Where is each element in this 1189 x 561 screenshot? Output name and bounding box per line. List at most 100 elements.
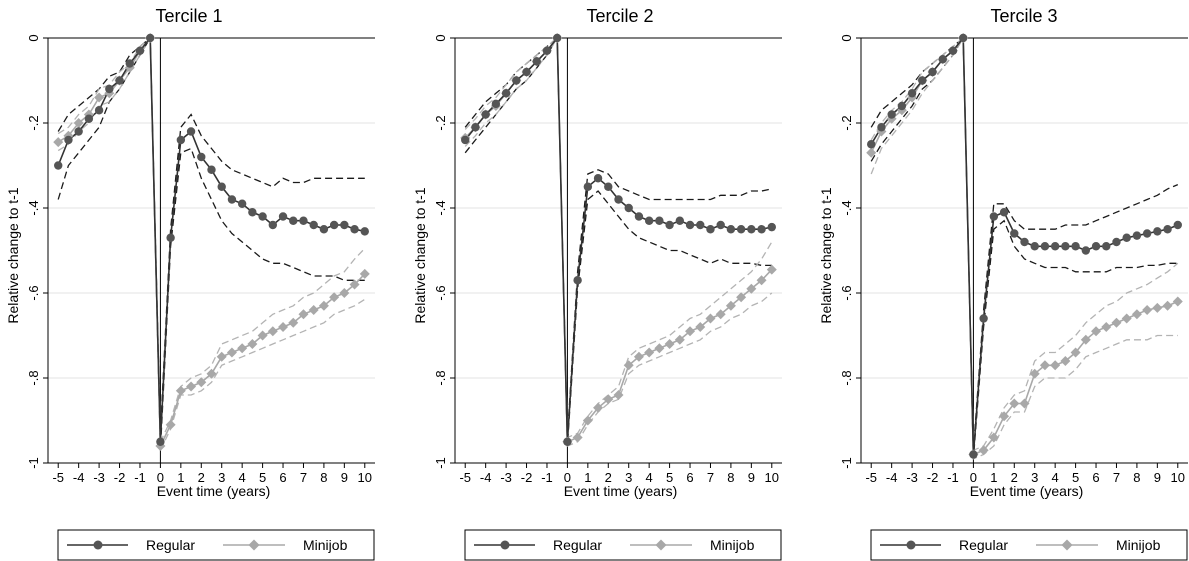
x-tick-label: -3 xyxy=(500,470,512,485)
regular-point xyxy=(979,314,988,323)
regular-point xyxy=(1163,225,1172,234)
regular-point xyxy=(74,127,83,136)
minijob-point xyxy=(206,368,217,379)
regular-point xyxy=(1010,229,1019,238)
legend-minijob-label: Minijob xyxy=(710,537,755,553)
minijob-point xyxy=(278,322,289,332)
regular-point xyxy=(593,174,603,183)
legend-regular-marker xyxy=(500,540,510,550)
minijob-point xyxy=(226,347,237,358)
x-tick-label: -1 xyxy=(541,470,553,485)
regular-point xyxy=(563,437,572,446)
legend-minijob-label: Minijob xyxy=(1116,537,1161,553)
y-tick-label: -.6 xyxy=(839,285,854,300)
regular-point xyxy=(655,216,664,225)
regular-point xyxy=(319,225,329,234)
legend-item-minijob: Minijob xyxy=(1036,537,1161,553)
regular-point xyxy=(340,220,349,230)
regular-point xyxy=(685,220,695,230)
x-tick-label: 9 xyxy=(748,470,755,485)
regular-point xyxy=(948,46,958,55)
minijob-point xyxy=(988,432,999,443)
regular-point xyxy=(1091,242,1101,251)
x-tick-label: 1 xyxy=(584,470,591,485)
regular-point xyxy=(1020,237,1029,247)
regular-point xyxy=(918,76,927,85)
legend: Regular Minijob xyxy=(870,529,1188,561)
legend-minijob-marker xyxy=(655,539,667,551)
y-tick-label: -1 xyxy=(839,457,854,469)
regular-point xyxy=(1153,227,1162,236)
y-tick-label: 0 xyxy=(839,34,854,41)
minijob-point xyxy=(613,390,624,400)
regular-point xyxy=(665,220,674,230)
minijob-point xyxy=(593,402,604,413)
regular-point xyxy=(309,220,318,230)
panel-tercile-3: Tercile 30-.2-.4-.6-.8-1-5 -4 -3 -2 -1 0 1 2 3 4 5… xyxy=(818,6,1188,561)
regular-point xyxy=(644,216,654,225)
legend-minijob-marker xyxy=(1061,539,1073,551)
regular-point xyxy=(145,33,155,43)
legend-minijob-label: Minijob xyxy=(303,537,348,553)
minijob-point xyxy=(1050,360,1061,371)
regular-point xyxy=(237,199,247,208)
panel-tercile-1: Tercile 10-.2-.4-.6-.8-1-5 -4 -3 -2 -1 0 1 2 3 4 5… xyxy=(5,6,375,561)
minijob-series-line xyxy=(870,35,1179,456)
minijob-point xyxy=(664,339,675,349)
regular-point xyxy=(907,89,917,98)
y-tick-label: 0 xyxy=(26,34,41,41)
regular-point xyxy=(614,195,623,204)
regular-point xyxy=(1030,242,1039,251)
minijob-point xyxy=(298,309,309,320)
regular-point xyxy=(1050,242,1060,251)
minijob-point xyxy=(1029,368,1040,379)
minijob-ci-high-line xyxy=(464,36,773,439)
x-axis-title: Event time (years) xyxy=(157,483,271,499)
x-tick-label: 10 xyxy=(1171,470,1185,485)
regular-point xyxy=(461,135,470,145)
x-tick-label: 3 xyxy=(1031,470,1038,485)
minijob-point xyxy=(257,330,268,341)
minijob-point xyxy=(73,118,84,128)
panel-title: Tercile 1 xyxy=(155,6,222,26)
regular-point xyxy=(329,220,339,230)
minijob-point xyxy=(582,415,593,426)
minijob-point xyxy=(1131,309,1142,320)
regular-point xyxy=(583,182,593,191)
minijob-point xyxy=(247,339,258,349)
regular-point xyxy=(360,227,369,236)
regular-point xyxy=(624,203,633,213)
minijob-point xyxy=(1060,356,1071,366)
y-tick-label: -1 xyxy=(433,457,448,469)
x-tick-label: -5 xyxy=(52,470,64,485)
y-tick-label: -.2 xyxy=(26,115,41,130)
regular-point xyxy=(1071,242,1080,251)
minijob-point xyxy=(1162,300,1173,311)
y-axis-title: Relative change to t-1 xyxy=(412,187,428,323)
minijob-series-line xyxy=(464,35,773,443)
minijob-point xyxy=(674,334,685,345)
regular-point xyxy=(696,220,705,230)
legend: Regular Minijob xyxy=(57,529,375,561)
minijob-point xyxy=(705,313,716,324)
regular-point xyxy=(227,195,237,204)
x-axis-title: Event time (years) xyxy=(564,483,678,499)
minijob-point xyxy=(94,92,105,103)
regular-point xyxy=(299,216,308,225)
minijob-point xyxy=(736,292,747,303)
minijob-point xyxy=(308,305,319,315)
minijob-point xyxy=(1009,398,1020,409)
x-tick-label: 1 xyxy=(177,470,184,485)
regular-series-line xyxy=(464,35,772,442)
regular-point xyxy=(84,114,94,123)
minijob-point xyxy=(1142,305,1153,315)
x-tick-label: 4 xyxy=(646,470,653,485)
x-tick-label: -4 xyxy=(886,470,898,485)
regular-point xyxy=(747,225,756,234)
regular-point xyxy=(156,437,165,446)
regular-point xyxy=(258,212,267,221)
x-tick-label: 8 xyxy=(727,470,734,485)
minijob-point xyxy=(999,411,1010,422)
x-tick-label: 10 xyxy=(765,470,779,485)
minijob-point xyxy=(288,317,299,328)
